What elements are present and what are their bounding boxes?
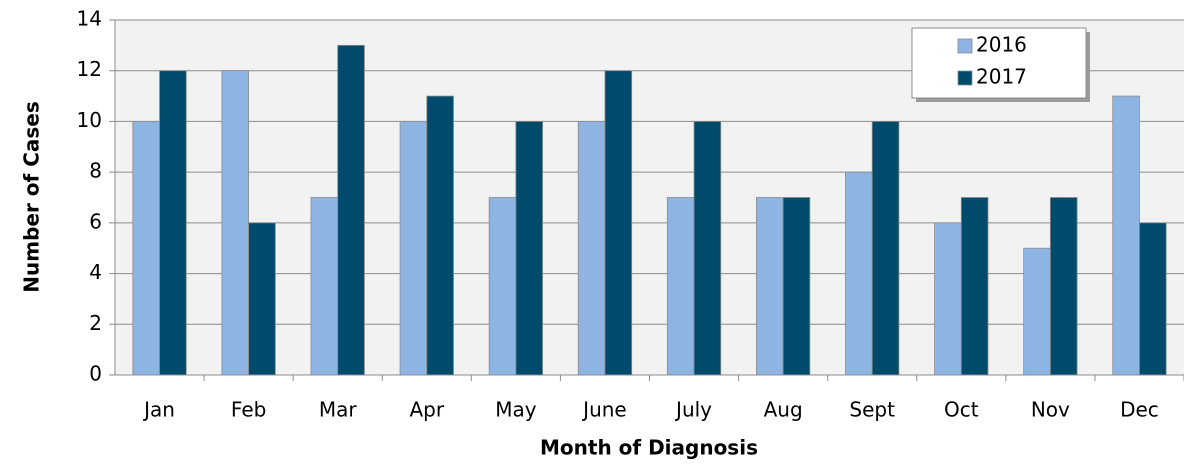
x-axis-title: Month of Diagnosis: [540, 436, 758, 460]
bar: [934, 222, 962, 376]
x-tick-label: Mar: [319, 398, 358, 422]
bar: [515, 121, 544, 376]
y-tick-label: 2: [89, 311, 102, 335]
bar: [221, 70, 250, 376]
x-tick-label: July: [674, 398, 712, 422]
bar: [132, 121, 160, 376]
bar: [159, 70, 187, 376]
bar: [248, 222, 276, 376]
bar: [1139, 222, 1167, 376]
y-tick-label: 10: [77, 108, 102, 132]
y-tick-label: 6: [89, 209, 102, 233]
y-axis-title: Number of Cases: [20, 101, 44, 292]
x-tick-label: Apr: [409, 398, 444, 422]
x-tick-label: Nov: [1031, 398, 1070, 422]
y-tick-label: 0: [89, 362, 102, 386]
y-tick-label: 12: [77, 57, 102, 81]
x-tick-label: May: [495, 398, 537, 422]
bar: [399, 121, 428, 376]
bar: [1049, 197, 1078, 376]
x-tick-label: Dec: [1120, 398, 1159, 422]
bar: [960, 197, 989, 376]
legend-label: 2016: [976, 33, 1027, 57]
x-tick-label: Aug: [764, 398, 803, 422]
bar: [782, 197, 811, 376]
bar: [604, 70, 633, 376]
legend-swatch: [957, 70, 973, 86]
legend: [911, 27, 1087, 99]
bar: [577, 121, 606, 376]
bar: [693, 121, 722, 376]
legend-swatch: [957, 38, 973, 54]
bar: [310, 197, 339, 376]
y-tick-label: 4: [89, 260, 102, 284]
y-tick-label: 14: [77, 7, 102, 31]
x-tick-label: Feb: [231, 398, 266, 422]
bar: [756, 197, 784, 376]
bar: [337, 44, 365, 376]
x-tick-label: Sept: [849, 398, 895, 422]
bar: [426, 95, 454, 376]
x-tick-label: June: [581, 398, 627, 422]
bar: [1023, 247, 1051, 376]
bar: [666, 197, 695, 376]
y-tick-label: 8: [89, 159, 102, 183]
bar: [1112, 95, 1140, 376]
legend-label: 2017: [976, 65, 1027, 89]
bar: [871, 121, 900, 376]
bar: [845, 171, 873, 376]
bar: [488, 197, 517, 376]
x-tick-label: Oct: [944, 398, 979, 422]
x-tick-label: Jan: [142, 398, 175, 422]
